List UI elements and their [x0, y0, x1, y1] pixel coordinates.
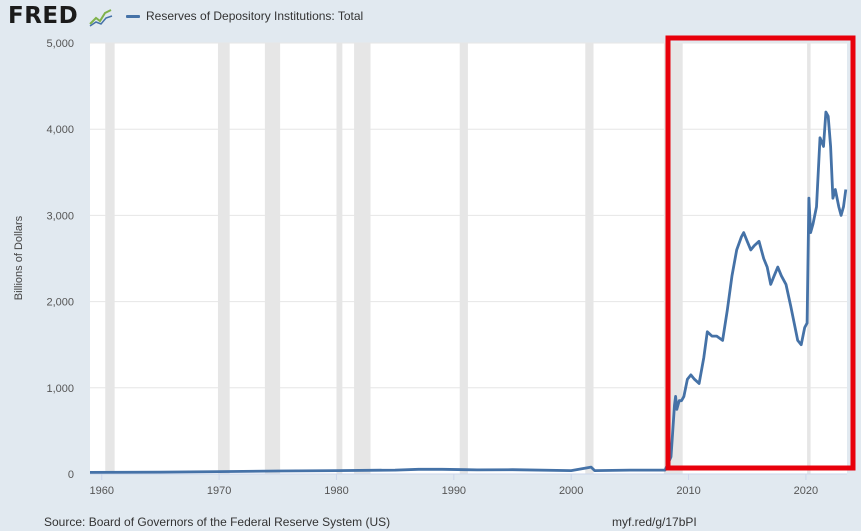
y-tick-label: 1,000	[46, 383, 74, 395]
recession-band	[105, 43, 115, 474]
recession-band	[459, 43, 468, 474]
y-tick-label: 3,000	[46, 210, 74, 222]
legend-label: Reserves of Depository Institutions: Tot…	[146, 9, 364, 23]
y-tick-label: 4,000	[46, 124, 74, 136]
x-tick-label: 2010	[676, 485, 700, 497]
legend-swatch	[126, 14, 140, 18]
y-tick-label: 0	[68, 469, 74, 481]
legend[interactable]: Reserves of Depository Institutions: Tot…	[126, 9, 363, 23]
series-line	[89, 110, 848, 474]
chart-line-icon	[89, 7, 113, 27]
plot-background	[90, 43, 847, 474]
x-tick-label: 2000	[559, 485, 583, 497]
x-tick-label: 1990	[442, 485, 466, 497]
y-tick-label: 5,000	[46, 38, 74, 50]
x-tick-label: 1970	[207, 485, 231, 497]
fred-logo[interactable]: FRED	[8, 3, 79, 29]
recession-band	[585, 43, 594, 474]
recession-band	[217, 43, 230, 474]
short-link[interactable]: myf.red/g/17bPI	[612, 515, 697, 529]
source-note: Source: Board of Governors of the Federa…	[44, 515, 391, 529]
highlight-box	[665, 35, 856, 471]
chart-header: FRED Reserves of Depository Institutions…	[0, 0, 861, 34]
y-axis-label: Billions of Dollars	[13, 215, 25, 300]
recession-band	[336, 43, 343, 474]
recession-band	[264, 43, 281, 474]
x-tick-label: 1960	[89, 485, 113, 497]
y-tick-label: 2,000	[46, 297, 74, 309]
x-tick-label: 1980	[324, 485, 348, 497]
x-tick-label: 2020	[794, 485, 818, 497]
recession-band	[354, 43, 371, 474]
